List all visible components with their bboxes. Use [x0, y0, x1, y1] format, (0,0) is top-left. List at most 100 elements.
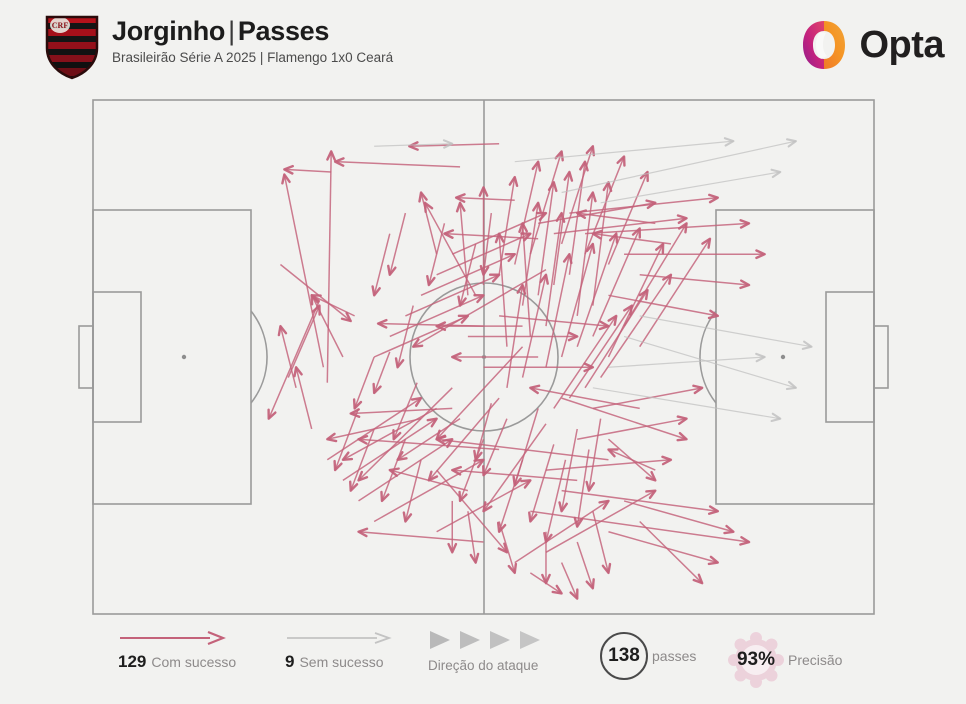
legend-fail-text: 9 Sem sucesso	[285, 652, 393, 672]
pass-arrow-line	[514, 161, 539, 265]
pass-arrow-line	[530, 510, 750, 543]
pass-arrow-head	[479, 264, 490, 276]
pass-arrow-line	[529, 151, 563, 255]
pass-arrow-line	[474, 403, 493, 460]
pass-arrow-head	[333, 459, 343, 472]
pass-arrow-head	[392, 429, 402, 441]
pass-arrow-head	[539, 273, 549, 285]
pass-arrow-head	[457, 314, 470, 324]
pass-arrow-head	[576, 209, 588, 219]
pass-arrow-line	[623, 500, 734, 533]
pass-arrow-line	[459, 438, 485, 502]
pass-arrow-line	[404, 459, 422, 522]
pass-arrow-head	[677, 222, 688, 234]
pass-arrow-head	[676, 415, 688, 426]
pass-arrow-head	[423, 201, 434, 213]
pass-arrow-head	[770, 412, 782, 423]
pass-arrow-line	[568, 305, 633, 399]
pass-arrow-line	[342, 418, 438, 481]
accuracy-value: 93%	[736, 649, 776, 670]
pass-arrow-line	[600, 274, 672, 378]
pass-arrow-head	[516, 283, 527, 295]
pass-arrow-line	[553, 217, 687, 235]
pass-arrow-line	[521, 274, 547, 378]
competition-subtitle: Brasileirão Série A 2025 | Flamengo 1x0 …	[112, 50, 394, 65]
pass-arrow-head	[267, 408, 277, 420]
pass-arrow-head	[707, 505, 719, 515]
pass-arrow-line	[545, 459, 672, 471]
pass-arrow-line	[279, 325, 297, 389]
pass-arrow-head	[755, 352, 766, 363]
pass-arrow-line	[608, 531, 719, 564]
pass-arrow-line	[326, 151, 332, 383]
pass-arrow-line	[514, 140, 734, 163]
pass-arrow-line	[561, 140, 797, 194]
pass-arrow-head	[458, 490, 468, 503]
pass-arrow-line	[639, 274, 750, 286]
pass-arrow-head	[655, 242, 665, 255]
pass-arrow-line	[607, 171, 649, 265]
pass-arrow-head	[535, 211, 548, 221]
pass-arrow-head	[569, 588, 579, 600]
pitch-markings	[78, 99, 889, 615]
pass-arrow-line	[326, 397, 422, 461]
unsuccessful-count: 9	[285, 652, 295, 671]
pass-arrow-line	[373, 315, 469, 358]
pass-arrow-head	[504, 252, 516, 263]
pass-arrow-head	[388, 467, 400, 477]
pass-arrow-line	[389, 212, 407, 275]
pass-arrow-head	[616, 155, 626, 167]
pass-arrow-head	[639, 170, 649, 183]
pass-arrow-head	[529, 384, 541, 395]
pass-arrow-line	[358, 531, 484, 543]
pass-arrow-line	[283, 174, 325, 368]
pass-arrow-head	[562, 253, 573, 265]
legend-attack-direction: Direção do ataque	[428, 628, 552, 673]
pass-arrow-head	[573, 516, 584, 528]
pass-arrow-head	[443, 229, 455, 239]
pass-arrow-head	[676, 431, 688, 442]
direction-triangles	[428, 628, 552, 652]
pass-arrow-head	[380, 490, 390, 503]
pass-arrow-line	[396, 305, 414, 368]
pass-arrow-head	[402, 511, 413, 523]
pass-arrow-head	[601, 562, 612, 575]
pass-arrow-head	[607, 314, 618, 326]
pass-arrow-head	[567, 331, 579, 342]
svg-text:CRF: CRF	[52, 21, 69, 30]
legend-success-text: 129 Com sucesso	[118, 652, 236, 672]
title-block: Jorginho | Passes Brasileirão Série A 2025…	[112, 16, 393, 67]
pass-arrow-line	[389, 469, 469, 492]
pass-arrow-head	[598, 499, 610, 510]
pass-arrow-line	[588, 418, 602, 491]
pass-arrow-head	[507, 562, 518, 575]
accuracy-rosette: 93%	[728, 632, 784, 688]
pass-arrow-head	[497, 542, 509, 554]
pass-arrow-line	[358, 387, 453, 481]
pass-arrow-head	[357, 527, 369, 538]
pass-arrow-line	[459, 243, 477, 306]
pass-arrow-head	[607, 448, 619, 458]
pass-arrow-head	[387, 264, 397, 276]
pass-arrow-head	[707, 309, 719, 320]
pass-arrow-head	[376, 318, 388, 329]
pass-arrow-line	[560, 243, 594, 358]
pass-arrow-head	[426, 417, 438, 428]
pass-arrow-line	[358, 438, 500, 451]
pass-arrow-line	[545, 212, 563, 327]
pass-arrow-line	[521, 223, 532, 337]
pass-arrow-line	[287, 305, 321, 378]
pass-arrow-line	[600, 171, 781, 204]
pass-arrow-line	[537, 182, 555, 296]
pass-arrow-head	[631, 227, 641, 239]
pass-arrow-line	[335, 160, 461, 168]
pass-arrow-head	[623, 304, 634, 316]
accuracy-label: Precisão	[788, 652, 843, 668]
pass-arrow-head	[283, 164, 294, 175]
stat-category: Passes	[237, 16, 330, 46]
pass-arrow-head	[786, 138, 797, 148]
pass-arrow-line	[311, 294, 344, 358]
pass-arrow-line	[405, 274, 500, 317]
pass-arrow-line	[545, 254, 571, 368]
